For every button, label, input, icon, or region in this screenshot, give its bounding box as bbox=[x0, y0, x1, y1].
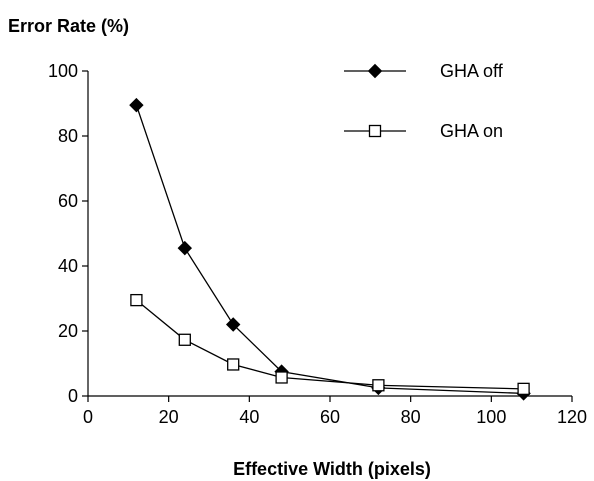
x-tick-label: 100 bbox=[476, 407, 506, 427]
series-gha-on bbox=[130, 293, 530, 396]
x-tick-label: 120 bbox=[557, 407, 587, 427]
series-gha-off bbox=[129, 97, 531, 401]
data-point-gha-on bbox=[227, 358, 240, 371]
legend-item-gha-off: GHA off bbox=[344, 61, 504, 81]
legend-label: GHA off bbox=[440, 61, 504, 81]
x-tick-label: 60 bbox=[320, 407, 340, 427]
data-point-gha-on bbox=[275, 371, 288, 384]
series-line-gha-off bbox=[135, 104, 524, 395]
y-axis-title: Error Rate (%) bbox=[8, 16, 129, 36]
y-tick-label: 0 bbox=[68, 386, 78, 406]
x-tick-label: 40 bbox=[239, 407, 259, 427]
legend-marker bbox=[367, 63, 383, 79]
y-tick-label: 60 bbox=[58, 191, 78, 211]
data-point-gha-on bbox=[372, 379, 385, 392]
series-line-gha-on bbox=[135, 299, 524, 390]
data-point-gha-on bbox=[130, 293, 143, 307]
data-point-gha-off bbox=[129, 97, 144, 113]
legend-marker bbox=[368, 124, 382, 138]
data-point-gha-off bbox=[177, 240, 193, 256]
legend: GHA off GHA on bbox=[344, 61, 504, 141]
y-ticks: 0 20 40 60 80 100 bbox=[48, 61, 88, 406]
x-tick-label: 0 bbox=[83, 407, 93, 427]
y-tick-label: 80 bbox=[58, 126, 78, 146]
x-axis-title: Effective Width (pixels) bbox=[233, 459, 431, 479]
y-tick-label: 40 bbox=[58, 256, 78, 276]
data-point-gha-off bbox=[225, 317, 241, 332]
legend-label: GHA on bbox=[440, 121, 503, 141]
x-tick-label: 80 bbox=[401, 407, 421, 427]
x-ticks: 0 20 40 60 80 100 120 bbox=[83, 396, 587, 427]
x-tick-label: 20 bbox=[159, 407, 179, 427]
y-tick-label: 100 bbox=[48, 61, 78, 81]
data-point-gha-on bbox=[517, 382, 530, 396]
y-tick-label: 20 bbox=[58, 321, 78, 341]
data-point-gha-on bbox=[178, 333, 191, 346]
legend-item-gha-on: GHA on bbox=[344, 121, 503, 141]
series-layer bbox=[129, 97, 531, 401]
